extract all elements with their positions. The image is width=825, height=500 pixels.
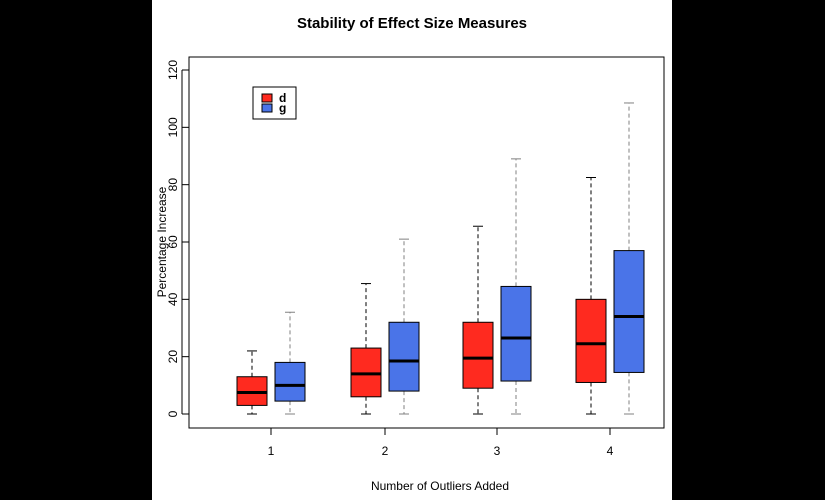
legend-label-g: g [279, 101, 286, 115]
legend-frame [252, 86, 297, 120]
y-tick-label-6: 120 [166, 60, 180, 80]
box-iqr [388, 321, 420, 392]
box-d-2 [350, 283, 382, 415]
box-iqr [575, 298, 607, 383]
box-d-1 [236, 350, 268, 415]
box-iqr [613, 250, 645, 373]
box-g-4 [613, 102, 645, 415]
box-iqr [462, 321, 494, 389]
y-tick-label-2: 40 [166, 292, 180, 306]
y-tick-label-1: 20 [166, 350, 180, 364]
chart-canvas: Stability of Effect Size Measures 0 20 40 6… [152, 0, 672, 500]
box-d-4 [575, 177, 607, 415]
box-g-3 [500, 158, 532, 415]
y-tick-label-0: 0 [166, 410, 180, 417]
box-g-1 [274, 311, 306, 415]
legend-swatch-g [261, 103, 273, 113]
y-tick-label-4: 80 [166, 178, 180, 192]
legend: d g [252, 86, 297, 120]
box-iqr [274, 361, 306, 402]
box-plot-chart: Stability of Effect Size Measures 0 20 40 6… [155, 15, 665, 493]
x-tick-label-3: 4 [607, 444, 614, 458]
y-axis-title: Percentage Increase [155, 186, 169, 297]
x-tick-label-0: 1 [268, 444, 275, 458]
box-d-3 [462, 225, 494, 415]
box-series [236, 102, 645, 415]
box-iqr [500, 285, 532, 382]
chart-title: Stability of Effect Size Measures [297, 15, 527, 32]
legend-label-d: d [279, 91, 286, 105]
x-tick-label-1: 2 [382, 444, 389, 458]
x-tick-label-2: 3 [494, 444, 501, 458]
legend-swatch-d [261, 93, 273, 103]
x-axis-title: Number of Outliers Added [371, 479, 509, 493]
y-tick-label-3: 60 [166, 235, 180, 249]
box-g-2 [388, 238, 420, 415]
y-tick-label-5: 100 [166, 117, 180, 137]
x-axis: 1 2 3 4 [268, 427, 614, 458]
y-axis: 0 20 40 60 80 100 120 [166, 60, 189, 417]
